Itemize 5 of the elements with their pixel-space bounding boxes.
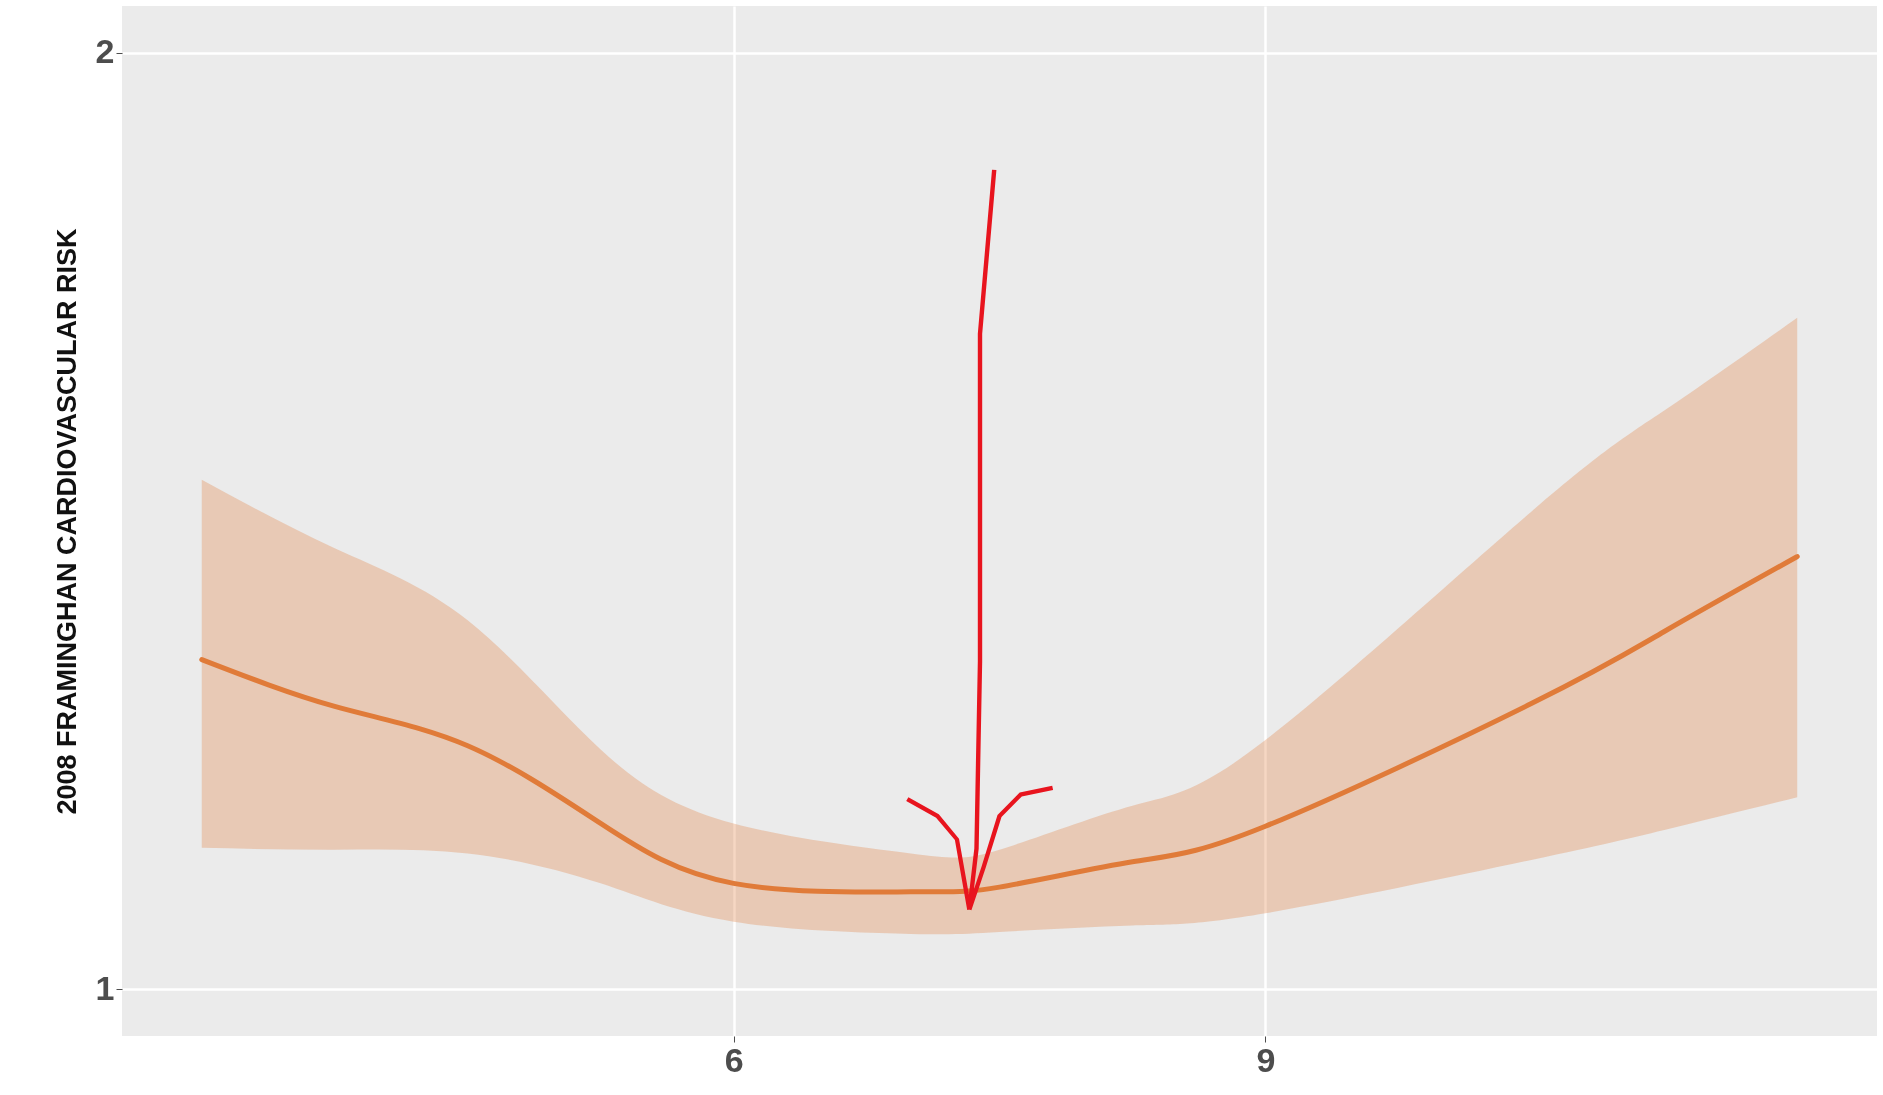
x-tick-label: 9 (1256, 1040, 1276, 1079)
y-tick-label: 2 (95, 32, 115, 71)
y-axis-title: 2008 FRAMINGHAN CARDIOVASCULAR RISK (51, 227, 82, 815)
x-tick-label: 6 (724, 1040, 744, 1079)
y-tick-label: 1 (95, 968, 115, 1007)
